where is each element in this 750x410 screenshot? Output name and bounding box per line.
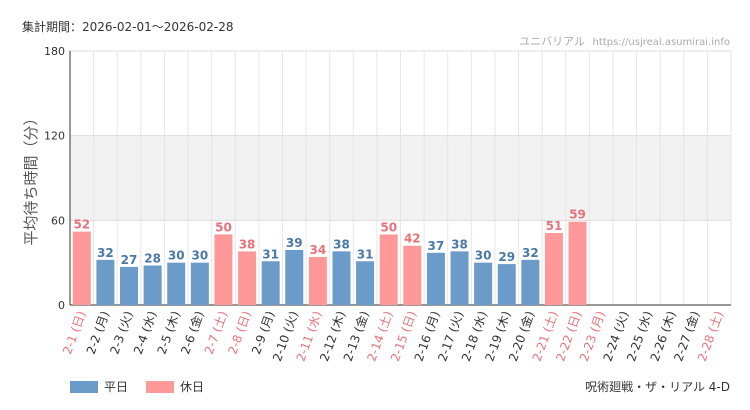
bar [72,231,91,305]
bar-value-label: 30 [191,249,208,263]
bar [167,262,186,305]
bar-value-label: 59 [569,208,586,222]
bar-value-label: 29 [498,250,515,264]
legend-item-weekday[interactable]: 平日 [70,378,128,395]
bar-value-label: 31 [357,247,374,261]
bar [261,261,280,305]
bar [426,252,445,305]
bar-value-label: 32 [522,246,539,260]
bar [285,249,304,305]
y-axis-label: 平均待ち時間（分） [22,110,40,245]
bar [521,259,540,305]
legend: 平日 休日 [70,378,222,395]
bar [379,234,398,305]
bar-value-label: 38 [239,237,256,251]
bar [332,251,351,305]
bar-value-label: 52 [73,218,90,232]
legend-label-weekday: 平日 [104,380,129,394]
bar [568,221,587,305]
bar-value-label: 39 [286,236,303,250]
bar-value-label: 38 [333,237,350,251]
bar-value-label: 32 [97,246,114,260]
source-name: ユニバリアル [519,35,586,48]
bar-value-label: 37 [428,239,445,253]
legend-label-holiday: 休日 [180,380,205,394]
bar [544,233,563,305]
period-label: 集計期間：2026-02-01〜2026-02-28 [22,20,234,34]
y-tick-label: 60 [51,214,65,227]
legend-item-holiday[interactable]: 休日 [146,378,204,395]
bar [143,265,162,305]
bar-value-label: 34 [310,243,327,257]
y-tick-label: 120 [44,130,65,143]
bar-value-label: 30 [168,249,185,263]
source-url[interactable]: https://usjreal.asumirai.info [592,37,730,48]
bar-value-label: 31 [262,247,279,261]
bar [497,264,516,305]
bar-value-label: 50 [215,220,232,234]
bar [214,234,233,305]
legend-swatch-holiday [146,380,175,393]
attraction-name: 呪術廻戦・ザ・リアル 4-D [585,380,730,394]
bar-value-label: 42 [404,232,421,246]
bar [238,251,257,305]
bar [308,257,327,305]
source-credit: ユニバリアル https://usjreal.asumirai.info [519,33,730,49]
bar-value-label: 30 [475,249,492,263]
bar [96,259,115,305]
legend-swatch-weekday [70,380,98,393]
bar [120,266,139,305]
bar [450,251,469,305]
bar [190,262,209,305]
bar-value-label: 28 [144,251,161,265]
y-tick-label: 180 [44,45,65,58]
y-tick-label: 0 [58,299,65,312]
bar-value-label: 50 [380,220,397,234]
bar-value-label: 51 [546,219,563,233]
bar [403,245,422,305]
bar [474,262,493,305]
bar-value-label: 27 [121,253,138,267]
bar-value-label: 38 [451,237,468,251]
bar [356,261,375,305]
